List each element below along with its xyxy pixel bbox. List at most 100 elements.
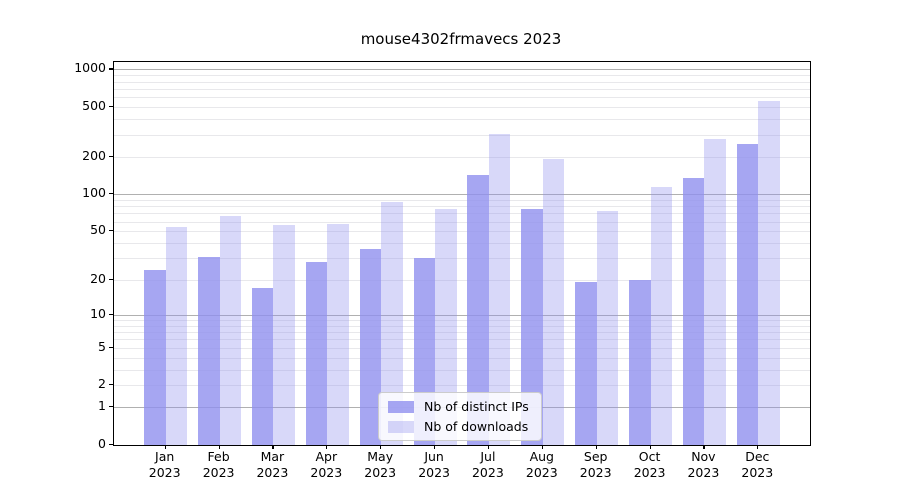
bar-downloads [381,202,403,445]
x-tick-label: Mar 2023 [256,449,289,480]
bar-downloads [650,186,673,445]
minor-gridline [114,385,810,387]
x-axis-labels: Jan 2023 Feb 2023 Mar 2023 Apr 2023 May 2023… [113,449,809,489]
bar-distinct-ips [467,175,489,445]
x-tick-mark [326,445,328,450]
major-gridline [114,314,810,316]
x-tick-label: Feb 2023 [202,449,235,480]
bar-distinct-ips [198,256,220,445]
y-tick-label: 1000 [74,60,106,76]
y-tick-mark [108,278,113,280]
x-tick-label: Aug 2023 [525,449,558,480]
minor-gridline [114,357,810,359]
legend-swatch-distinct-ips [388,400,414,413]
minor-gridline [114,213,810,215]
bar-downloads [542,159,565,445]
x-tick-label: May 2023 [364,449,397,480]
x-tick-label: Dec 2023 [741,449,774,480]
x-tick-mark [218,445,220,450]
minor-gridline [114,347,810,349]
x-tick-mark [487,445,490,450]
minor-gridline [114,81,810,83]
minor-gridline [114,156,810,158]
bar-downloads [758,101,780,445]
bar-distinct-ips [575,282,597,445]
y-tick-label: 1 [98,398,106,414]
x-tick-mark [703,445,705,450]
y-tick-mark [108,406,113,408]
y-tick-label: 5 [98,338,106,354]
y-tick-mark [108,68,113,70]
y-tick-mark [108,230,113,232]
x-tick-mark [434,445,436,450]
minor-gridline [114,243,810,245]
y-tick-mark [108,346,113,348]
minor-gridline [114,319,810,321]
bar-downloads [596,211,619,445]
major-gridline [114,69,810,71]
minor-gridline [114,134,810,136]
minor-gridline [114,107,810,108]
bar-distinct-ips [305,261,328,445]
x-tick-label: Jan 2023 [148,449,181,480]
y-tick-label: 200 [82,147,106,163]
bar-distinct-ips [144,270,166,445]
x-tick-mark [272,445,274,450]
minor-gridline [114,231,810,233]
bar-downloads [327,224,349,445]
minor-gridline [114,75,810,77]
chart-title: mouse4302frmavecs 2023 [360,30,562,48]
major-gridline [114,194,810,196]
minor-gridline [114,279,810,281]
legend-swatch-downloads [388,420,414,433]
legend-row: Nb of distinct IPs [388,399,529,414]
y-tick-label: 100 [82,185,106,201]
y-tick-label: 0 [98,436,106,451]
y-tick-mark [108,155,113,157]
x-tick-mark [541,445,543,450]
x-tick-mark [649,445,651,450]
minor-gridline [114,331,810,333]
x-tick-mark [757,445,759,450]
y-tick-mark [108,384,113,386]
legend-label-distinct-ips: Nb of distinct IPs [424,399,529,414]
minor-gridline [114,199,810,201]
y-tick-mark [108,193,113,195]
bar-distinct-ips [736,143,759,445]
legend-label-downloads: Nb of downloads [424,419,529,434]
bar-distinct-ips [521,208,543,445]
legend-row: Nb of downloads [388,419,529,434]
minor-gridline [114,339,810,341]
y-axis-labels: 0 1 2 5 10 20 50 100 200 500 1000 [0,60,106,451]
minor-gridline [114,258,810,260]
y-tick-label: 10 [90,305,106,321]
x-tick-label: Sep 2023 [579,449,612,480]
y-tick-label: 50 [90,222,106,238]
x-tick-label: Oct 2023 [633,449,666,480]
x-tick-mark [164,445,166,450]
minor-gridline [114,119,810,121]
x-tick-label: Jul 2023 [471,449,504,480]
bar-distinct-ips [629,279,651,445]
bar-downloads [435,208,457,445]
y-tick-label: 500 [82,98,106,113]
legend: Nb of distinct IPs Nb of downloads [378,392,542,441]
x-tick-label: Apr 2023 [310,449,343,480]
bar-downloads [165,227,188,445]
y-tick-mark [108,106,113,108]
bar-distinct-ips [359,248,382,445]
bar-distinct-ips [682,177,705,445]
bar-distinct-ips [251,287,274,445]
bar-downloads [488,134,511,445]
y-tick-mark [108,444,113,446]
minor-gridline [114,206,810,208]
minor-gridline [114,369,810,371]
x-tick-label: Jun 2023 [418,449,450,480]
plot-area: Nb of distinct IPs Nb of downloads [113,61,811,446]
bar-downloads [273,225,295,445]
y-tick-label: 2 [98,376,106,392]
x-tick-mark [595,445,597,450]
minor-gridline [114,325,810,327]
y-tick-mark [108,313,113,315]
